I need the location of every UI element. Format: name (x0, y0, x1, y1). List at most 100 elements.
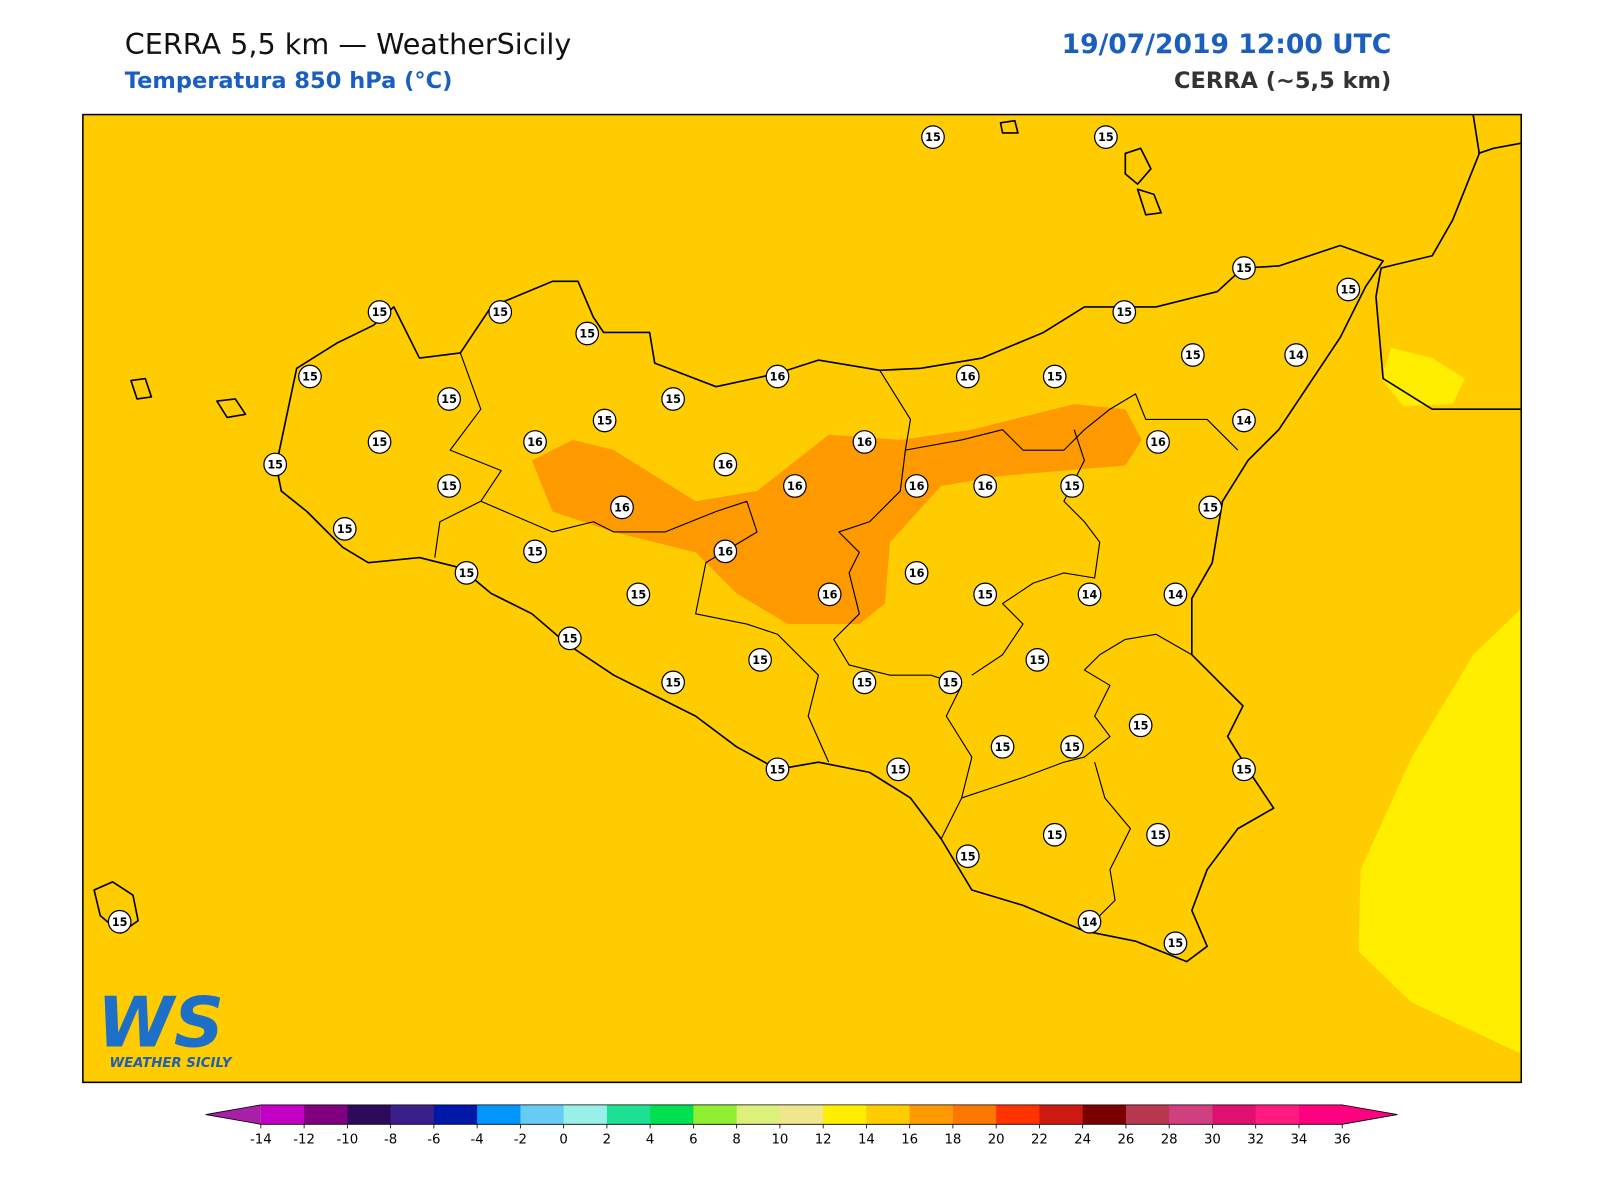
station-value: 16 (770, 370, 786, 383)
station-value: 16 (1150, 436, 1166, 449)
station-marker (904, 474, 929, 498)
station-value: 15 (1030, 654, 1046, 667)
island (999, 119, 1019, 134)
station-marker (437, 474, 461, 498)
temperature-area (1358, 608, 1522, 1054)
station-marker (626, 582, 651, 607)
province-border (833, 370, 973, 840)
colorbar-segment (736, 1104, 781, 1125)
colorbar-tick-label: 36 (1334, 1133, 1351, 1148)
station-marker (1284, 343, 1309, 367)
subtitle: Temperatura 850 hPa (°C) (125, 68, 453, 94)
station-value: 15 (579, 328, 595, 341)
station-marker (1042, 822, 1067, 847)
colorbar-tick-label: -4 (471, 1133, 484, 1148)
station-value: 14 (1168, 588, 1184, 601)
station-value: 16 (857, 436, 873, 449)
station-value: 15 (1185, 349, 1201, 362)
colorbar-segment (1298, 1104, 1343, 1125)
colorbar-segment (1039, 1104, 1084, 1125)
station-value: 15 (527, 545, 543, 558)
map-frame (82, 113, 1522, 1084)
colorbar-tick-label: 30 (1204, 1133, 1221, 1148)
station-value: 16 (909, 567, 925, 580)
colorbar-tick-label: -2 (514, 1133, 527, 1148)
station-marker (1146, 430, 1170, 454)
station-marker (661, 670, 686, 695)
station-value: 15 (960, 850, 976, 863)
station-marker (557, 626, 582, 651)
station-marker (1025, 647, 1050, 672)
temperature-area (531, 404, 1142, 625)
island (130, 377, 153, 400)
island (1136, 188, 1162, 216)
station-value: 16 (960, 370, 976, 383)
station-marker (298, 364, 322, 389)
station-value: 15 (459, 567, 475, 580)
map: 15 15 15 15 15 15 15 15 15 16 16 15 15 14 15 15 15 14 15 16… (82, 114, 1522, 1083)
station-marker (332, 517, 357, 541)
station-marker (367, 300, 392, 324)
colorbar-tick-label: 20 (988, 1133, 1005, 1148)
station-marker (1180, 343, 1205, 367)
station-marker (1128, 713, 1153, 738)
station-value: 15 (1047, 829, 1063, 842)
station-marker (1042, 364, 1067, 389)
coastline (275, 244, 1384, 963)
station-marker (575, 321, 600, 346)
station-marker (921, 125, 945, 149)
province-border (961, 633, 1193, 799)
station-value: 15 (925, 131, 941, 144)
colorbar-tick-label: -12 (293, 1133, 315, 1148)
station-marker (1232, 408, 1256, 433)
station-marker (1077, 582, 1102, 607)
station-value: 16 (977, 480, 993, 493)
colorbar-tick-label: -10 (337, 1133, 359, 1148)
title: CERRA 5,5 km — WeatherSicily (125, 27, 572, 61)
station-marker (367, 430, 392, 454)
colorbar-tick-label: 2 (603, 1133, 611, 1148)
station-value: 14 (1288, 349, 1304, 362)
island (216, 398, 247, 419)
station-marker (973, 582, 998, 607)
station-value: 16 (527, 436, 543, 449)
datetime: 19/07/2019 12:00 UTC (1062, 29, 1392, 60)
station-marker (1336, 277, 1361, 302)
station-value: 15 (562, 632, 578, 645)
colorbar-segment (520, 1104, 565, 1125)
station-marker (1094, 125, 1118, 149)
station-marker (1232, 256, 1256, 280)
station-value: 15 (1150, 829, 1166, 842)
station-value: 15 (267, 458, 283, 471)
station-value: 15 (1236, 262, 1252, 275)
colorbar-segment (693, 1104, 738, 1125)
colorbar-segment (433, 1104, 478, 1125)
station-marker (852, 670, 877, 695)
station-value: 15 (597, 414, 613, 427)
station-value: 15 (302, 370, 318, 383)
province-border (905, 393, 1239, 451)
colorbar-tick-label: 28 (1161, 1133, 1178, 1148)
station-marker (592, 408, 617, 433)
station-marker (1077, 909, 1102, 934)
colorbar-segment (1212, 1104, 1257, 1125)
station-marker (1060, 474, 1084, 498)
colorbar-tick-label: 6 (689, 1133, 697, 1148)
station-marker (1112, 300, 1137, 324)
station-value: 15 (1064, 480, 1080, 493)
station-value: 15 (1236, 763, 1252, 776)
station-marker (1198, 495, 1223, 520)
station-value: 15 (337, 523, 353, 536)
colorbar-tick-label: 12 (815, 1133, 832, 1148)
station-value: 15 (492, 306, 508, 319)
station-marker (852, 430, 877, 454)
station-marker (454, 561, 479, 585)
colorbar-segment (1125, 1104, 1170, 1125)
station-marker (955, 844, 980, 869)
colorbar-segment (909, 1104, 954, 1125)
station-value: 15 (1341, 284, 1357, 297)
station-marker (488, 300, 513, 324)
station-value: 15 (441, 480, 457, 493)
station-value: 14 (1082, 588, 1098, 601)
